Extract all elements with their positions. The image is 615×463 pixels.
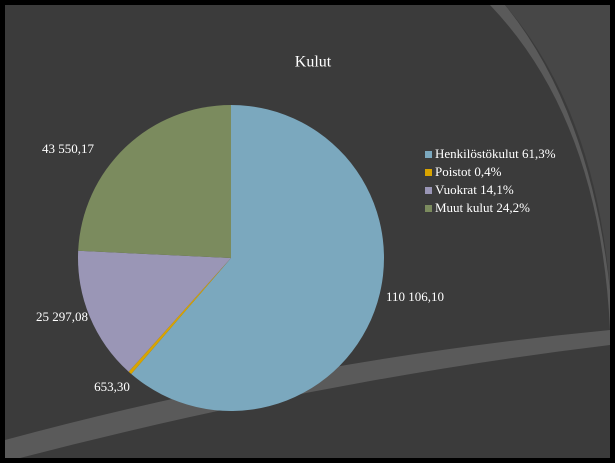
legend-label: Muut kulut 24,2% [435,200,530,215]
legend-label: Henkilöstökulut 61,3% [435,146,556,161]
data-label: 43 550,17 [42,141,95,156]
pie-slice [128,258,231,375]
data-label: 25 297,08 [36,309,88,324]
background-arc [5,330,610,458]
legend-swatch [425,205,432,212]
legend-swatch [425,187,432,194]
legend-label: Poistot 0,4% [435,164,502,179]
chart-title: Kulut [295,54,332,71]
background-arc [490,5,610,330]
pie-slice [78,105,231,258]
legend-label: Vuokrat 14,1% [435,182,514,197]
legend-swatch [425,169,432,176]
data-label: 653,30 [94,379,130,394]
data-label: 110 106,10 [386,289,444,304]
background-shade [505,5,610,290]
legend-swatch [425,151,432,158]
pie-slice [131,105,384,412]
pie-slice [78,250,231,372]
